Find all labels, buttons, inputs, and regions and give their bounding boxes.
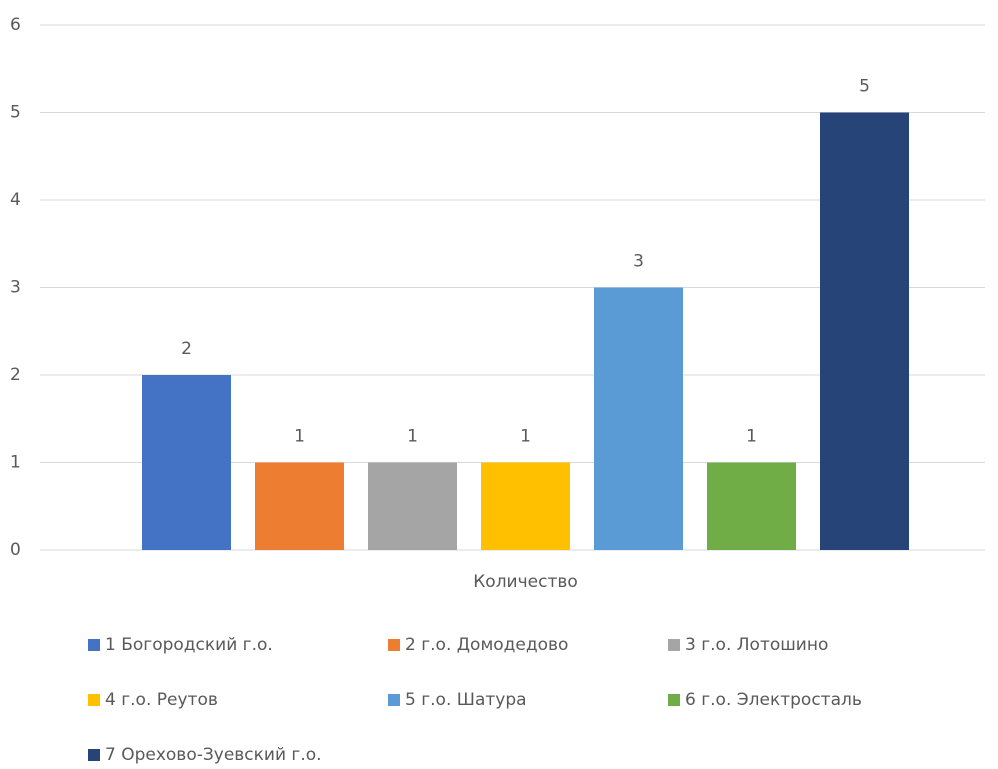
y-tick-label: 0 bbox=[10, 540, 21, 560]
y-tick-label: 4 bbox=[10, 190, 21, 210]
data-label: 1 bbox=[407, 427, 418, 447]
legend-swatch bbox=[88, 749, 100, 761]
legend-label: 1 Богородский г.о. bbox=[105, 635, 273, 655]
legend-swatch bbox=[668, 639, 680, 651]
legend-label: 3 г.о. Лотошино bbox=[685, 635, 828, 655]
y-tick-label: 5 bbox=[10, 103, 21, 123]
y-tick-label: 1 bbox=[10, 453, 21, 473]
data-label: 1 bbox=[746, 427, 757, 447]
data-label: 5 bbox=[859, 77, 870, 97]
x-tick-label: Количество bbox=[473, 572, 578, 592]
data-label: 2 bbox=[181, 339, 192, 359]
data-label: 1 bbox=[294, 427, 305, 447]
bar bbox=[142, 375, 231, 550]
legend-swatch bbox=[388, 694, 400, 706]
legend-label: 4 г.о. Реутов bbox=[105, 690, 218, 710]
legend-label: 7 Орехово-Зуевский г.о. bbox=[105, 745, 322, 765]
bar bbox=[368, 462, 457, 550]
legend-swatch bbox=[668, 694, 680, 706]
y-tick-label: 6 bbox=[10, 15, 21, 35]
legend-swatch bbox=[88, 639, 100, 651]
bar bbox=[255, 462, 344, 550]
legend-swatch bbox=[388, 639, 400, 651]
legend-swatch bbox=[88, 694, 100, 706]
data-label: 1 bbox=[520, 427, 531, 447]
bar bbox=[594, 287, 683, 550]
bar bbox=[707, 462, 796, 550]
legend-label: 6 г.о. Электросталь bbox=[685, 690, 862, 710]
data-label: 3 bbox=[633, 252, 644, 272]
bar bbox=[820, 112, 909, 550]
legend-label: 2 г.о. Домодедово bbox=[405, 635, 568, 655]
bar bbox=[481, 462, 570, 550]
y-tick-label: 3 bbox=[10, 278, 21, 298]
legend-label: 5 г.о. Шатура bbox=[405, 690, 527, 710]
y-tick-label: 2 bbox=[10, 365, 21, 385]
